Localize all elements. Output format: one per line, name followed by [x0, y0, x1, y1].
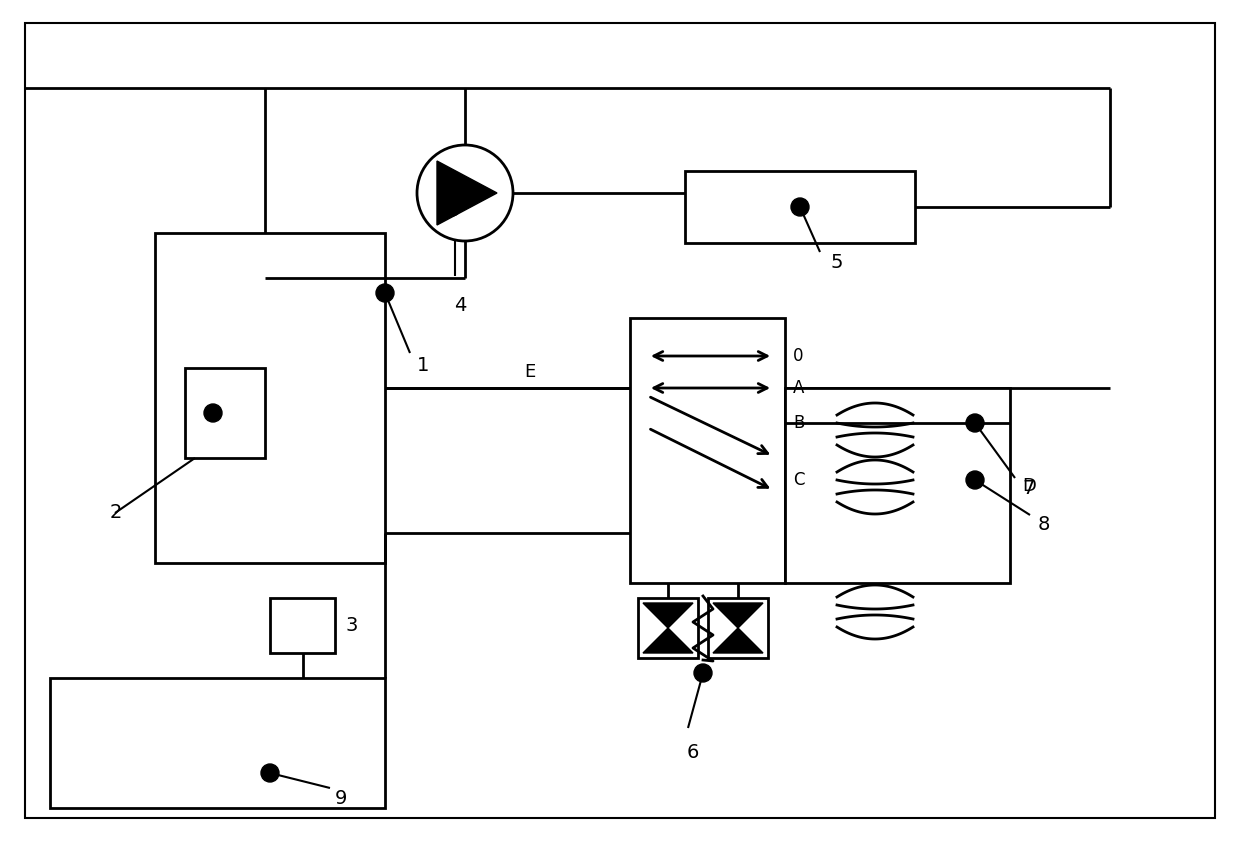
Bar: [630, 318, 785, 583]
Circle shape: [376, 284, 394, 302]
Bar: [785, 388, 1011, 583]
Text: 7: 7: [1022, 479, 1034, 497]
Circle shape: [966, 414, 985, 432]
Circle shape: [205, 404, 222, 422]
Circle shape: [260, 764, 279, 782]
Text: 0: 0: [794, 347, 804, 365]
Text: 9: 9: [335, 788, 347, 808]
Circle shape: [444, 200, 460, 216]
Text: 5: 5: [830, 253, 842, 271]
Text: 6: 6: [687, 743, 699, 762]
Bar: [50, 678, 384, 808]
Text: 8: 8: [1038, 516, 1050, 534]
Text: 1: 1: [417, 356, 429, 374]
Polygon shape: [713, 603, 763, 628]
Bar: [639, 598, 698, 658]
Text: C: C: [794, 471, 805, 489]
Polygon shape: [644, 628, 693, 653]
Text: B: B: [794, 414, 805, 432]
Circle shape: [417, 145, 513, 241]
Bar: [684, 171, 915, 243]
Bar: [155, 233, 384, 563]
Bar: [270, 598, 335, 653]
Text: D: D: [1022, 476, 1035, 495]
Text: 2: 2: [110, 503, 123, 523]
Text: A: A: [794, 379, 805, 397]
Text: E: E: [525, 363, 536, 381]
Text: 3: 3: [345, 616, 357, 635]
Polygon shape: [436, 161, 497, 225]
Circle shape: [791, 198, 808, 216]
Text: 4: 4: [454, 296, 466, 315]
Polygon shape: [713, 628, 763, 653]
Circle shape: [966, 471, 985, 489]
Circle shape: [694, 664, 712, 682]
Bar: [185, 368, 265, 458]
Polygon shape: [644, 603, 693, 628]
Bar: [708, 598, 768, 658]
